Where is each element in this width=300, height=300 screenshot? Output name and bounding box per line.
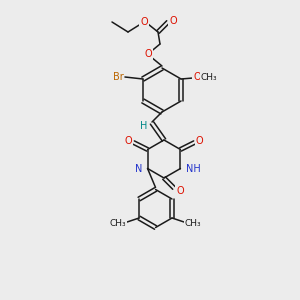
Text: Br: Br: [112, 72, 123, 82]
Text: N: N: [135, 164, 142, 173]
Text: CH₃: CH₃: [201, 73, 218, 82]
Text: O: O: [196, 136, 203, 146]
Text: CH₃: CH₃: [110, 218, 126, 227]
Text: NH: NH: [186, 164, 201, 173]
Text: O: O: [144, 49, 152, 59]
Text: O: O: [140, 17, 148, 27]
Text: H: H: [140, 121, 148, 131]
Text: O: O: [169, 16, 177, 26]
Text: O: O: [176, 186, 184, 196]
Text: O: O: [193, 72, 201, 82]
Text: O: O: [125, 136, 132, 146]
Text: CH₃: CH₃: [185, 218, 201, 227]
